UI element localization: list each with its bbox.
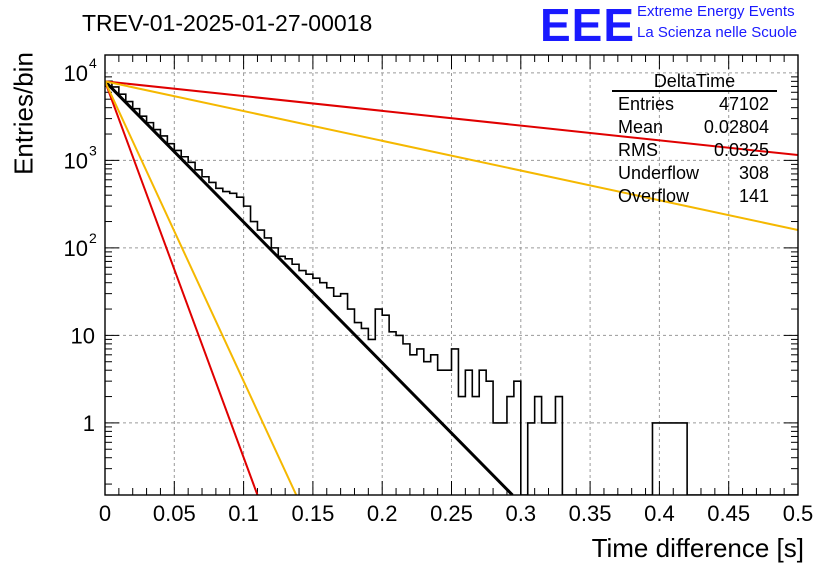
x-tick-label: 0.3 (506, 501, 537, 526)
stats-label: Underflow (618, 163, 700, 183)
fit-curve (105, 80, 514, 495)
y-tick-label-exponent: 4 (89, 55, 97, 71)
fit-curve (105, 80, 798, 231)
x-tick-label: 0.25 (430, 501, 473, 526)
stats-box-title: DeltaTime (654, 71, 735, 91)
stats-value: 0.02804 (704, 117, 769, 137)
logo-tagline-2: La Scienza nelle Scuole (637, 24, 798, 41)
page-title: TREV-01-2025-01-27-00018 (82, 10, 373, 36)
x-axis-label: Time difference [s] (591, 533, 804, 563)
y-tick-label: 10 (64, 236, 88, 261)
stats-value: 47102 (719, 94, 769, 114)
stats-label: Mean (618, 117, 663, 137)
x-tick-label: 0.35 (569, 501, 612, 526)
stats-value: 308 (739, 163, 769, 183)
stats-label: Overflow (618, 186, 690, 206)
y-tick-label: 10 (71, 323, 95, 348)
y-tick-label-exponent: 2 (89, 230, 97, 246)
fit-curve (105, 80, 298, 495)
plot-frame (104, 54, 799, 496)
y-tick-label-exponent: 3 (89, 142, 97, 158)
stats-value: 0.0325 (714, 140, 769, 160)
x-tick-label: 0.4 (644, 501, 675, 526)
x-tick-label: 0.15 (291, 501, 334, 526)
histogram-line (105, 80, 798, 495)
x-tick-label: 0.05 (153, 501, 196, 526)
stats-label: Entries (618, 94, 674, 114)
y-tick-label: 10 (64, 61, 88, 86)
fit-curve (105, 80, 259, 495)
x-tick-label: 0.1 (228, 501, 259, 526)
stats-label: RMS (618, 140, 658, 160)
fit-curve (105, 80, 798, 157)
x-tick-label: 0.5 (783, 501, 814, 526)
y-tick-label: 10 (64, 148, 88, 173)
stats-value: 141 (739, 186, 769, 206)
y-tick-label: 1 (83, 411, 95, 436)
x-tick-label: 0.2 (367, 501, 398, 526)
x-tick-label: 0 (99, 501, 111, 526)
x-tick-label: 0.45 (707, 501, 750, 526)
logo-tagline-1: Extreme Energy Events (637, 3, 795, 20)
eee-logo: EEE (540, 0, 636, 51)
